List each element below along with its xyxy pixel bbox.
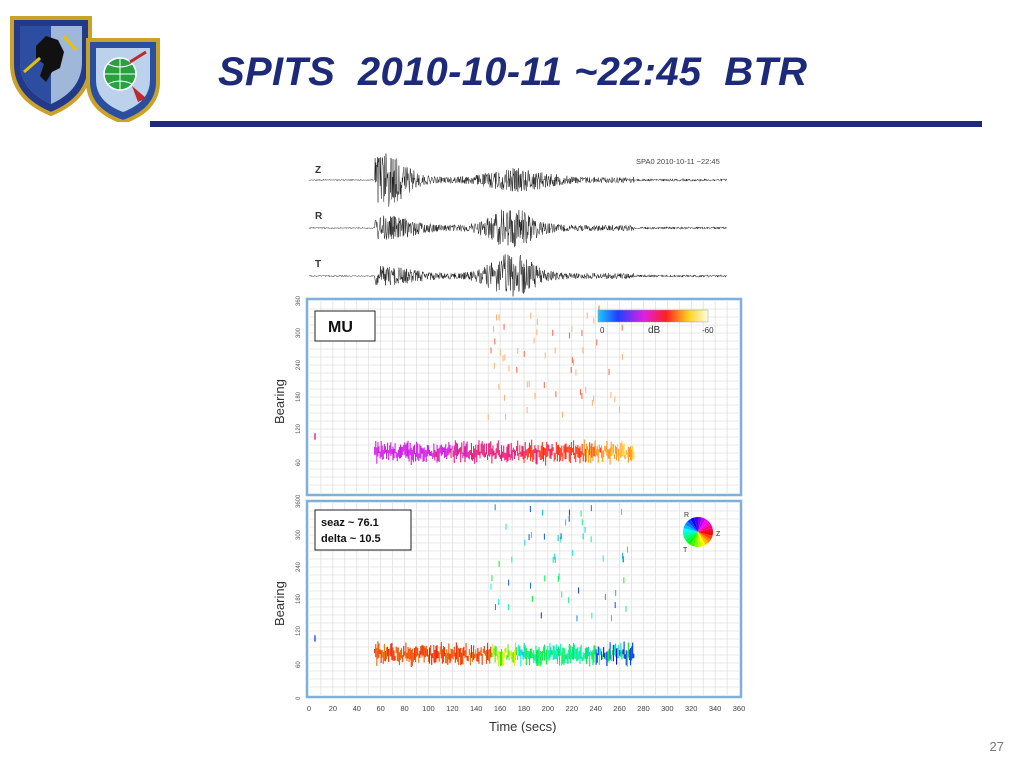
annotation-delta: delta ~ 10.5 (321, 533, 381, 545)
color-wheel-segment (683, 532, 698, 536)
y-tick-label: 120 (296, 423, 302, 434)
db-colorbar (597, 309, 709, 323)
db-colorbar-max: -60 (702, 326, 714, 335)
color-wheel-segment (690, 517, 698, 532)
y-tick-label: 0 (296, 494, 302, 498)
x-tick-label: 80 (400, 704, 408, 713)
wheel-label-z: Z (716, 531, 721, 538)
seismic-figure: SPA0 2010-10-11 ~22:45 Z R T 0 60 120 180 24… (273, 148, 748, 733)
color-wheel-segment (698, 532, 702, 547)
y-tick-label: 60 (296, 661, 302, 668)
trace-label-r: R (315, 211, 323, 222)
db-colorbar-label: dB (648, 325, 661, 336)
color-wheel-segment (698, 532, 706, 547)
mu-panel-y-ticks: 0 60 120 180 240 300 360 (296, 295, 302, 498)
color-wheel-segment (683, 524, 698, 532)
x-tick-label: 320 (685, 704, 698, 713)
seismogram-trace (308, 209, 727, 248)
color-wheel-segment (685, 532, 698, 543)
trace-label-t: T (315, 259, 321, 270)
color-wheel-segment (694, 532, 698, 547)
x-tick-label: 200 (542, 704, 555, 713)
air-force-technical-applications-center-shield-icon (86, 38, 160, 122)
color-wheel-segment (698, 532, 709, 545)
seismogram-trace (308, 153, 727, 207)
color-wheel-segment (698, 517, 702, 532)
x-tick-label: 60 (376, 704, 384, 713)
color-wheel-segment (687, 519, 698, 532)
x-tick-label: 180 (518, 704, 531, 713)
y-tick-label: 0 (296, 696, 302, 700)
y-axis-label-top: Bearing (273, 379, 287, 424)
x-tick-label: 360 (733, 704, 746, 713)
color-wheel-segment (687, 532, 698, 545)
y-tick-label: 120 (296, 625, 302, 636)
air-force-isr-agency-shield-icon (10, 16, 92, 117)
figure-header: SPA0 2010-10-11 ~22:45 (636, 157, 720, 166)
color-wheel-segment (683, 532, 698, 540)
x-tick-label: 280 (637, 704, 650, 713)
page-number: 27 (989, 739, 1004, 754)
mu-panel-points (314, 305, 635, 466)
mu-label: MU (328, 319, 353, 336)
slide-title: SPITS 2010-10-11 ~22:45 BTR (218, 50, 808, 94)
polarization-panel-points (314, 504, 635, 667)
trace-label-z: Z (315, 165, 321, 176)
x-tick-label: 140 (470, 704, 483, 713)
x-tick-label: 20 (329, 704, 337, 713)
y-tick-label: 360 (296, 295, 302, 306)
x-tick-label: 300 (661, 704, 674, 713)
seismogram-traces (308, 153, 727, 297)
y-tick-label: 360 (296, 497, 302, 508)
y-tick-label: 60 (296, 459, 302, 466)
color-wheel-segment (698, 521, 711, 532)
x-tick-label: 120 (446, 704, 459, 713)
color-wheel-segment (683, 528, 698, 532)
x-axis-label: Time (secs) (489, 719, 556, 733)
x-tick-label: 100 (422, 704, 435, 713)
color-wheel-segment (694, 517, 698, 532)
annotation-seaz: seaz ~ 76.1 (321, 517, 379, 529)
y-tick-label: 300 (296, 327, 302, 338)
polarization-panel-grid (309, 503, 739, 695)
x-tick-label: 160 (494, 704, 507, 713)
polarization-panel-y-ticks: 0 60 120 180 240 300 360 (296, 497, 302, 700)
y-axis-label-bottom: Bearing (273, 581, 287, 626)
color-wheel-segment (698, 519, 709, 532)
x-tick-label: 40 (353, 704, 361, 713)
wheel-label-t: T (683, 547, 688, 554)
db-colorbar-min: 0 (600, 326, 605, 335)
polarization-color-wheel-icon (683, 517, 713, 547)
color-wheel-segment (698, 524, 713, 532)
color-wheel-segment (685, 521, 698, 532)
color-wheel-segment (698, 528, 713, 532)
title-divider (150, 121, 982, 127)
color-wheel-segment (698, 532, 713, 540)
color-wheel-segment (690, 532, 698, 547)
x-tick-label: 240 (589, 704, 602, 713)
x-tick-label: 340 (709, 704, 722, 713)
y-tick-label: 240 (296, 561, 302, 572)
annotation-box (314, 509, 412, 551)
mu-label-box (314, 310, 376, 342)
y-tick-label: 240 (296, 359, 302, 370)
x-axis-ticks: 0 20 40 60 80 100 120 140 160 180 200 220 240 260 280 3… (307, 704, 745, 713)
color-wheel-segment (698, 532, 711, 543)
seismogram-trace (308, 254, 727, 297)
color-wheel-segment (698, 517, 706, 532)
y-tick-label: 180 (296, 593, 302, 604)
x-tick-label: 220 (566, 704, 579, 713)
agency-emblems (10, 16, 160, 122)
x-tick-label: 260 (613, 704, 626, 713)
wheel-label-r: R (684, 512, 689, 519)
color-wheel-segment (698, 532, 713, 536)
x-tick-label: 0 (307, 704, 311, 713)
y-tick-label: 300 (296, 529, 302, 540)
y-tick-label: 180 (296, 391, 302, 402)
